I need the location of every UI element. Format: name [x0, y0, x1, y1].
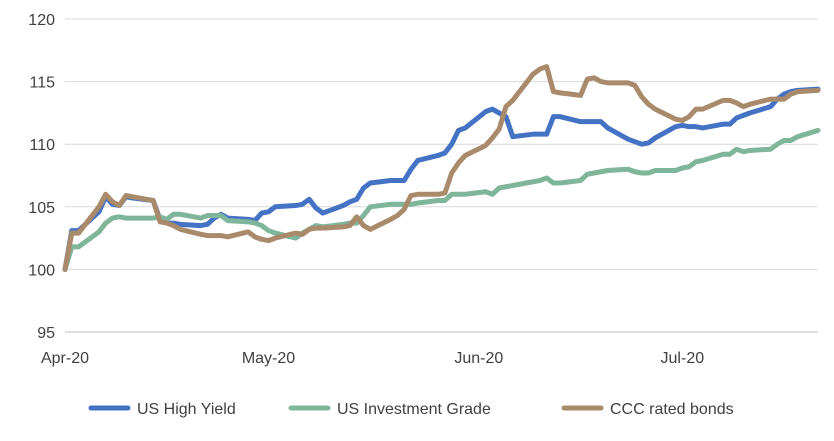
y-tick-label: 105	[28, 200, 55, 217]
legend-label: US High Yield	[137, 401, 236, 418]
x-tick-label: Jun-20	[454, 350, 503, 367]
x-tick-label: Apr-20	[41, 350, 89, 367]
y-tick-label: 100	[28, 262, 55, 279]
y-axis-tick-labels: 95 100 105 110 115 120	[28, 12, 55, 342]
y-tick-label: 120	[28, 12, 55, 29]
legend-label: CCC rated bonds	[610, 401, 734, 418]
legend-label: US Investment Grade	[337, 401, 491, 418]
y-tick-label: 110	[29, 137, 55, 154]
gridlines	[65, 18, 818, 333]
series-line-us-high-yield	[62, 86, 821, 272]
y-tick-label: 95	[37, 325, 55, 342]
series-line-us-investment-grade	[62, 127, 821, 272]
x-axis-tick-labels: Apr-20 May-20 Jun-20 Jul-20	[41, 350, 704, 367]
x-tick-label: Jul-20	[661, 350, 705, 367]
series-lines	[62, 64, 821, 272]
legend: US High Yield US Investment Grade CCC rate…	[88, 401, 734, 418]
y-tick-label: 115	[29, 75, 55, 92]
x-tick-label: May-20	[242, 350, 295, 367]
series-line-ccc-rated-bonds	[62, 64, 821, 272]
